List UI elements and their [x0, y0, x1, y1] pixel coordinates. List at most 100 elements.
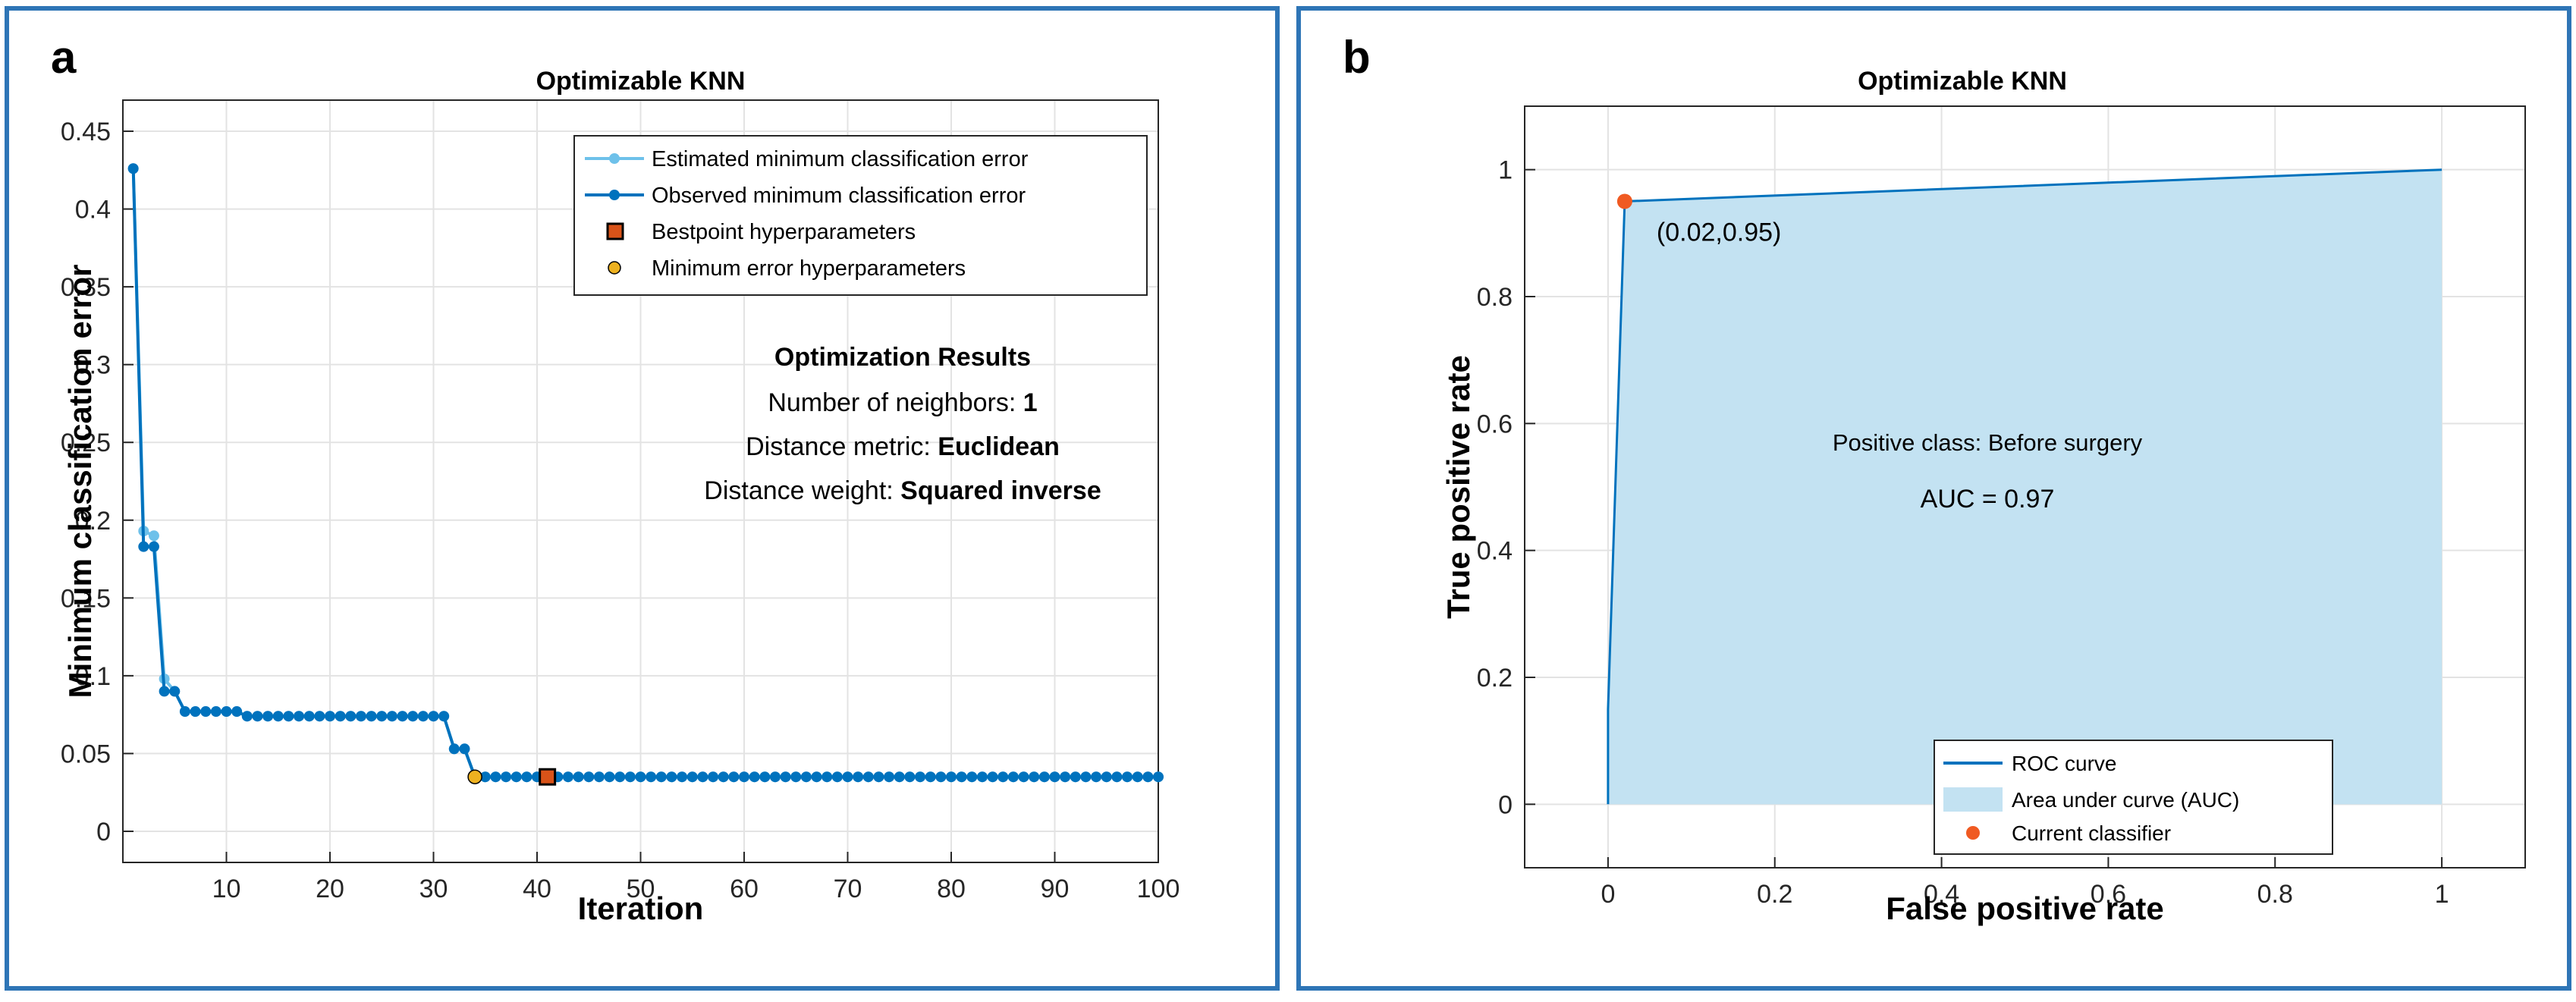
observed-error-marker [749, 771, 760, 783]
observed-error-marker [1038, 771, 1050, 783]
observed-error-marker [314, 711, 325, 722]
observed-error-marker [635, 771, 646, 783]
chart-title-b: Optimizable KNN [1858, 67, 2067, 96]
observed-error-marker [303, 711, 315, 722]
observed-error-marker [231, 706, 243, 718]
observed-error-marker [562, 771, 573, 783]
observed-error-marker [604, 771, 615, 783]
observed-error-marker [417, 711, 429, 722]
positive-class-text: Positive class: Before surgery [1833, 429, 2143, 456]
observed-error-marker [884, 771, 895, 783]
observed-error-marker [624, 771, 636, 783]
y-tick-label: 0.45 [61, 118, 111, 146]
observed-error-marker [1070, 771, 1081, 783]
observed-error-marker [169, 686, 181, 697]
y-tick-label: 0.15 [61, 584, 111, 613]
annotation-label: Number of neighbors: [768, 388, 1023, 417]
observed-error-marker [1153, 771, 1164, 783]
observed-error-marker [935, 771, 947, 783]
y-tick-label: 0 [96, 818, 111, 847]
observed-error-marker [1132, 771, 1143, 783]
observed-error-marker [1060, 771, 1071, 783]
observed-error-marker [397, 711, 408, 722]
observed-error-marker [335, 711, 346, 722]
observed-error-marker [728, 771, 740, 783]
observed-error-marker [159, 686, 170, 697]
x-tick-label: 50 [627, 875, 655, 903]
roc-curve [1607, 168, 2442, 805]
y-tick-label: 0.35 [61, 273, 111, 302]
min-error-point [467, 769, 482, 784]
annotation-line: Number of neighbors: 1 [768, 388, 1037, 417]
y-tick-label: 1 [1498, 156, 1513, 185]
observed-error-marker [800, 771, 812, 783]
auc-area [1607, 169, 2442, 805]
chart-a: a Optimizable KNN 10 20 30 40 50 60 70 80 90 100 0 0.… [51, 32, 1180, 926]
annotation-label: Distance metric: [746, 432, 938, 461]
observed-error-marker [272, 711, 284, 722]
observed-error-marker [666, 771, 677, 783]
y-tick-label: 0 [1498, 790, 1513, 819]
observed-error-marker [252, 711, 263, 722]
observed-error-marker [831, 771, 843, 783]
legend-label: ROC curve [2012, 752, 2116, 775]
observed-error-marker [190, 706, 201, 718]
y-tick-label: 0.8 [1477, 283, 1513, 312]
annotation-label: Distance weight: [704, 476, 900, 505]
observed-error-marker [862, 771, 874, 783]
observed-error-marker [1007, 771, 1019, 783]
legend-label: Bestpoint hyperparameters [652, 220, 916, 244]
observed-error-marker [946, 771, 957, 783]
x-tick-label: 20 [316, 875, 344, 903]
observed-error-marker [179, 706, 190, 718]
observed-error-marker [976, 771, 988, 783]
current-classifier-label: (0.02,0.95) [1657, 218, 1781, 247]
annotation-value: Squared inverse [900, 476, 1101, 505]
annotation-value: Euclidean [938, 432, 1060, 461]
y-tick-label: 0.6 [1477, 410, 1513, 438]
observed-error-marker [697, 771, 708, 783]
observed-error-marker [262, 711, 274, 722]
observed-error-marker [1080, 771, 1092, 783]
legend-box-a [573, 135, 1148, 296]
observed-error-marker [376, 711, 388, 722]
observed-error-marker [448, 743, 460, 755]
legend-dot-swatch [608, 261, 621, 275]
auc-text: AUC = 0.97 [1921, 485, 2055, 514]
y-tick-label: 0.1 [75, 662, 111, 691]
observed-error-marker [325, 711, 335, 722]
y-axis-label-b: True positive rate [1440, 355, 1476, 619]
y-tick-label: 0.2 [75, 507, 111, 536]
observed-error-marker [686, 771, 698, 783]
observed-error-marker [428, 711, 439, 722]
x-tick-label: 90 [1041, 875, 1070, 903]
legend-area-swatch [1943, 787, 2003, 812]
x-tick-label: 1 [2435, 880, 2449, 909]
observed-error-marker [1142, 771, 1154, 783]
axes-box-b [1524, 105, 2526, 869]
legend-label: Area under curve (AUC) [2012, 788, 2239, 812]
x-tick-label: 40 [523, 875, 551, 903]
observed-error-marker [790, 771, 802, 783]
observed-error-marker [593, 771, 605, 783]
observed-error-marker [956, 771, 967, 783]
observed-error-marker [479, 771, 491, 783]
x-tick-label: 80 [937, 875, 966, 903]
observed-error-marker [521, 771, 532, 783]
chart-b: b Optimizable KNN 0 0.2 0.4 0.6 0.8 1 0 0.2 0.4 0.6… [1343, 32, 2526, 926]
observed-error-marker [1049, 771, 1060, 783]
legend-label: Observed minimum classification error [652, 184, 1026, 208]
observed-error-marker [987, 771, 998, 783]
observed-error-marker [655, 771, 667, 783]
y-tick-label: 0.3 [75, 351, 111, 380]
observed-error-marker [759, 771, 771, 783]
observed-error-marker [646, 771, 657, 783]
y-tick-label: 0.05 [61, 740, 111, 768]
observed-error-marker [915, 771, 926, 783]
legend-label: Current classifier [2012, 821, 2171, 845]
observed-error-marker [490, 771, 501, 783]
observed-error-marker [438, 711, 450, 722]
panel-b: b Optimizable KNN 0 0.2 0.4 0.6 0.8 1 0 0.2 0.4 0.6… [1296, 6, 2571, 991]
estimated-error-marker [148, 530, 159, 542]
observed-error-marker [221, 706, 232, 718]
